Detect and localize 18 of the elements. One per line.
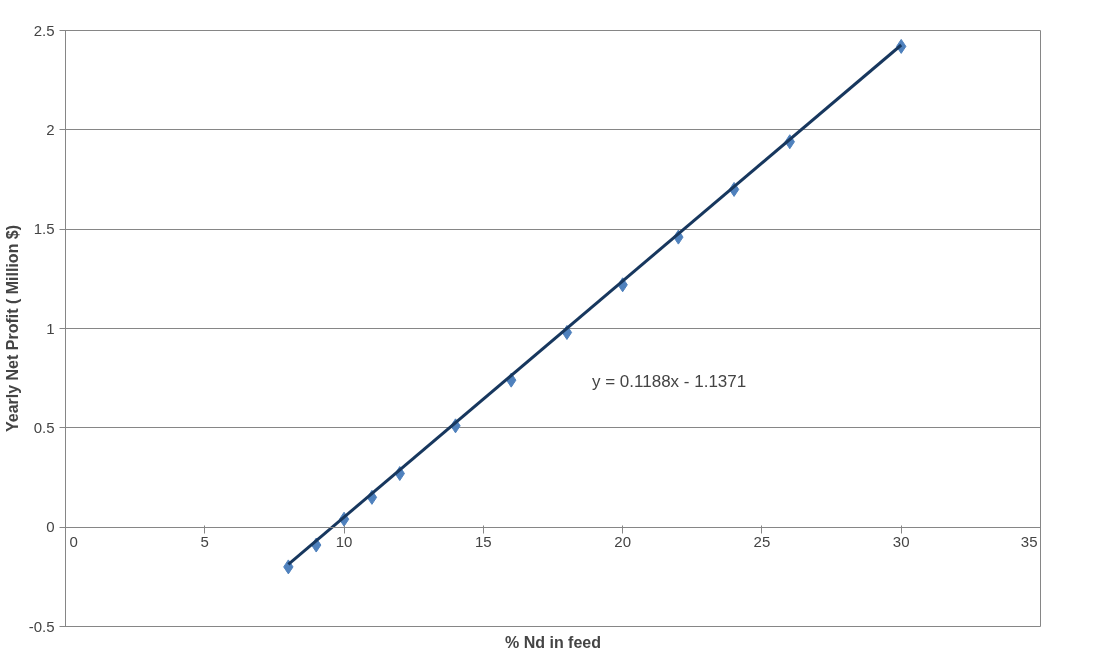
- x-tick-label: 15: [475, 533, 492, 551]
- annotation: y = 0.1188x - 1.1371: [592, 372, 747, 392]
- x-tick-label: 30: [892, 533, 910, 551]
- y-tick-label: 0.5: [33, 418, 55, 436]
- y-tick-label: 1.5: [33, 220, 55, 238]
- x-tick-label: 10: [335, 533, 353, 551]
- x-tick-label: 5: [200, 533, 209, 551]
- y-tick-label: 2: [46, 120, 55, 138]
- y-axis-title: Yearly Net Profit ( Million $): [3, 224, 21, 433]
- y-tick-label: 1: [46, 319, 55, 337]
- x-tick-label: 20: [614, 533, 631, 551]
- x-axis-title: % Nd in feed: [505, 633, 602, 651]
- x-tick-label: 0: [69, 533, 78, 551]
- y-tick-label: 0: [46, 518, 55, 536]
- x-tick-label: 35: [1020, 533, 1038, 551]
- y-tick-label: -0.5: [28, 617, 55, 635]
- y-tick-label: 2.5: [33, 21, 55, 39]
- x-tick-label: 25: [753, 533, 771, 551]
